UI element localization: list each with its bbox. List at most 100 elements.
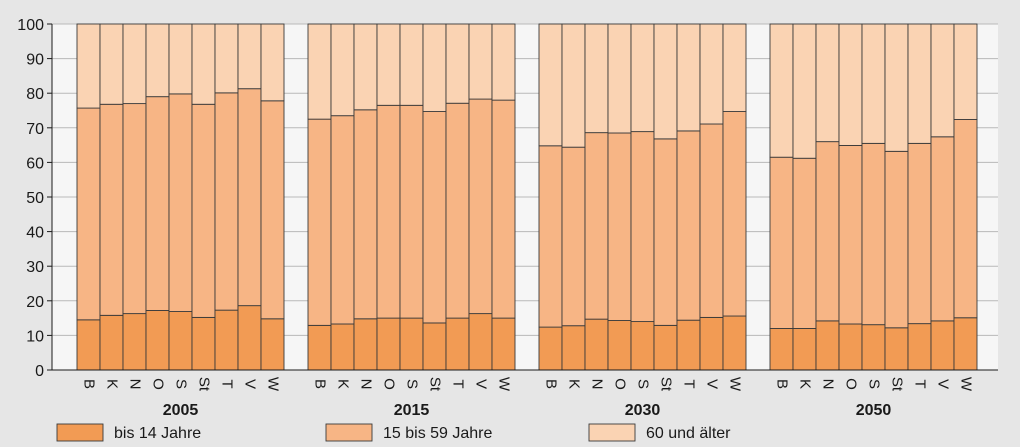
bar-segment	[260, 318, 285, 371]
bar-segment	[376, 23, 401, 106]
group-label: 2050	[856, 402, 892, 419]
bar-segment	[145, 96, 170, 311]
y-tick-label: 50	[26, 190, 44, 207]
bar-segment	[330, 23, 355, 117]
x-category-label: W	[958, 377, 975, 392]
bar-segment	[214, 23, 239, 94]
x-category-label: V	[242, 379, 259, 389]
bar-segment	[353, 109, 378, 320]
y-tick-label: 70	[26, 121, 44, 138]
bar-segment	[237, 88, 262, 307]
x-category-label: V	[473, 379, 490, 389]
bar-segment	[884, 150, 909, 329]
bar-segment	[399, 23, 424, 106]
bar-segment	[468, 23, 493, 100]
bar-segment	[307, 118, 332, 326]
bar-segment	[722, 315, 747, 371]
bar-segment	[630, 131, 655, 323]
bar-segment	[792, 23, 817, 159]
x-category-label: W	[496, 377, 513, 392]
bar-segment	[838, 144, 863, 325]
bar-segment	[76, 23, 101, 109]
bar-segment	[722, 111, 747, 317]
bar-segment	[676, 319, 701, 371]
axes	[47, 23, 998, 371]
bar-segment	[191, 316, 216, 371]
bar-segment	[307, 23, 332, 120]
bar-segment	[607, 23, 632, 134]
bar-segment	[445, 102, 470, 319]
bar-segment	[907, 142, 932, 325]
x-category-label: St	[889, 377, 906, 392]
bar-segment	[630, 321, 655, 371]
bar-segment	[769, 156, 794, 329]
bar-segment	[376, 317, 401, 371]
bar-segment	[630, 23, 655, 133]
bars	[76, 23, 978, 371]
bar-segment	[838, 323, 863, 371]
bar-segment	[584, 132, 609, 320]
bar-segment	[491, 99, 516, 319]
group-label: 2005	[163, 402, 199, 419]
bar-segment	[930, 136, 955, 322]
bar-segment	[214, 309, 239, 371]
bar-segment	[145, 23, 170, 98]
bar-segment	[676, 130, 701, 321]
x-category-label: S	[635, 379, 652, 389]
bar-segment	[769, 328, 794, 371]
bar-segment	[953, 119, 978, 319]
y-tick-label: 30	[26, 259, 44, 276]
legend: bis 14 Jahre 15 bis 59 Jahre 60 und älter	[56, 423, 731, 442]
legend-swatch	[325, 423, 373, 442]
legend-label: 15 bis 59 Jahre	[383, 425, 493, 442]
bar-segment	[907, 323, 932, 371]
bar-segment	[468, 313, 493, 371]
x-category-label: N	[358, 379, 375, 390]
x-category-label: V	[935, 379, 952, 389]
x-category-label: S	[173, 379, 190, 389]
bar-segment	[561, 23, 586, 148]
bar-segment	[99, 314, 124, 371]
bar-segment	[214, 92, 239, 311]
y-tick-label: 80	[26, 86, 44, 103]
bar-segment	[653, 324, 678, 371]
bar-segment	[145, 310, 170, 371]
bar-segment	[884, 23, 909, 152]
x-category-label: B	[312, 379, 329, 389]
x-category-label: O	[381, 378, 398, 390]
bar-segment	[838, 23, 863, 146]
bar-segment	[122, 313, 147, 371]
bar-segment	[792, 157, 817, 329]
y-tick-label: 10	[26, 328, 44, 345]
bar-segment	[953, 23, 978, 120]
bar-segment	[168, 93, 193, 312]
bar-segment	[584, 23, 609, 134]
bar-segment	[99, 23, 124, 105]
x-category-label: T	[219, 379, 236, 388]
x-category-label: St	[427, 377, 444, 392]
legend-swatch	[56, 423, 104, 442]
bar-segment	[99, 103, 124, 316]
x-category-label: O	[150, 378, 167, 390]
legend-swatch	[588, 423, 636, 442]
bar-segment	[538, 326, 563, 371]
x-category-label: T	[681, 379, 698, 388]
bar-segment	[561, 325, 586, 371]
bar-segment	[237, 23, 262, 90]
bar-segment	[561, 146, 586, 327]
x-category-label: V	[704, 379, 721, 389]
bar-segment	[422, 23, 447, 112]
bar-segment	[191, 23, 216, 105]
x-category-label: K	[335, 379, 352, 389]
bar-segment	[122, 23, 147, 105]
bar-segment	[168, 311, 193, 371]
bar-segment	[792, 328, 817, 371]
bar-segment	[445, 23, 470, 104]
bar-segment	[907, 23, 932, 144]
x-category-label: W	[727, 377, 744, 392]
x-category-label: N	[820, 379, 837, 390]
bar-segment	[861, 142, 886, 326]
legend-label: 60 und älter	[646, 425, 731, 442]
